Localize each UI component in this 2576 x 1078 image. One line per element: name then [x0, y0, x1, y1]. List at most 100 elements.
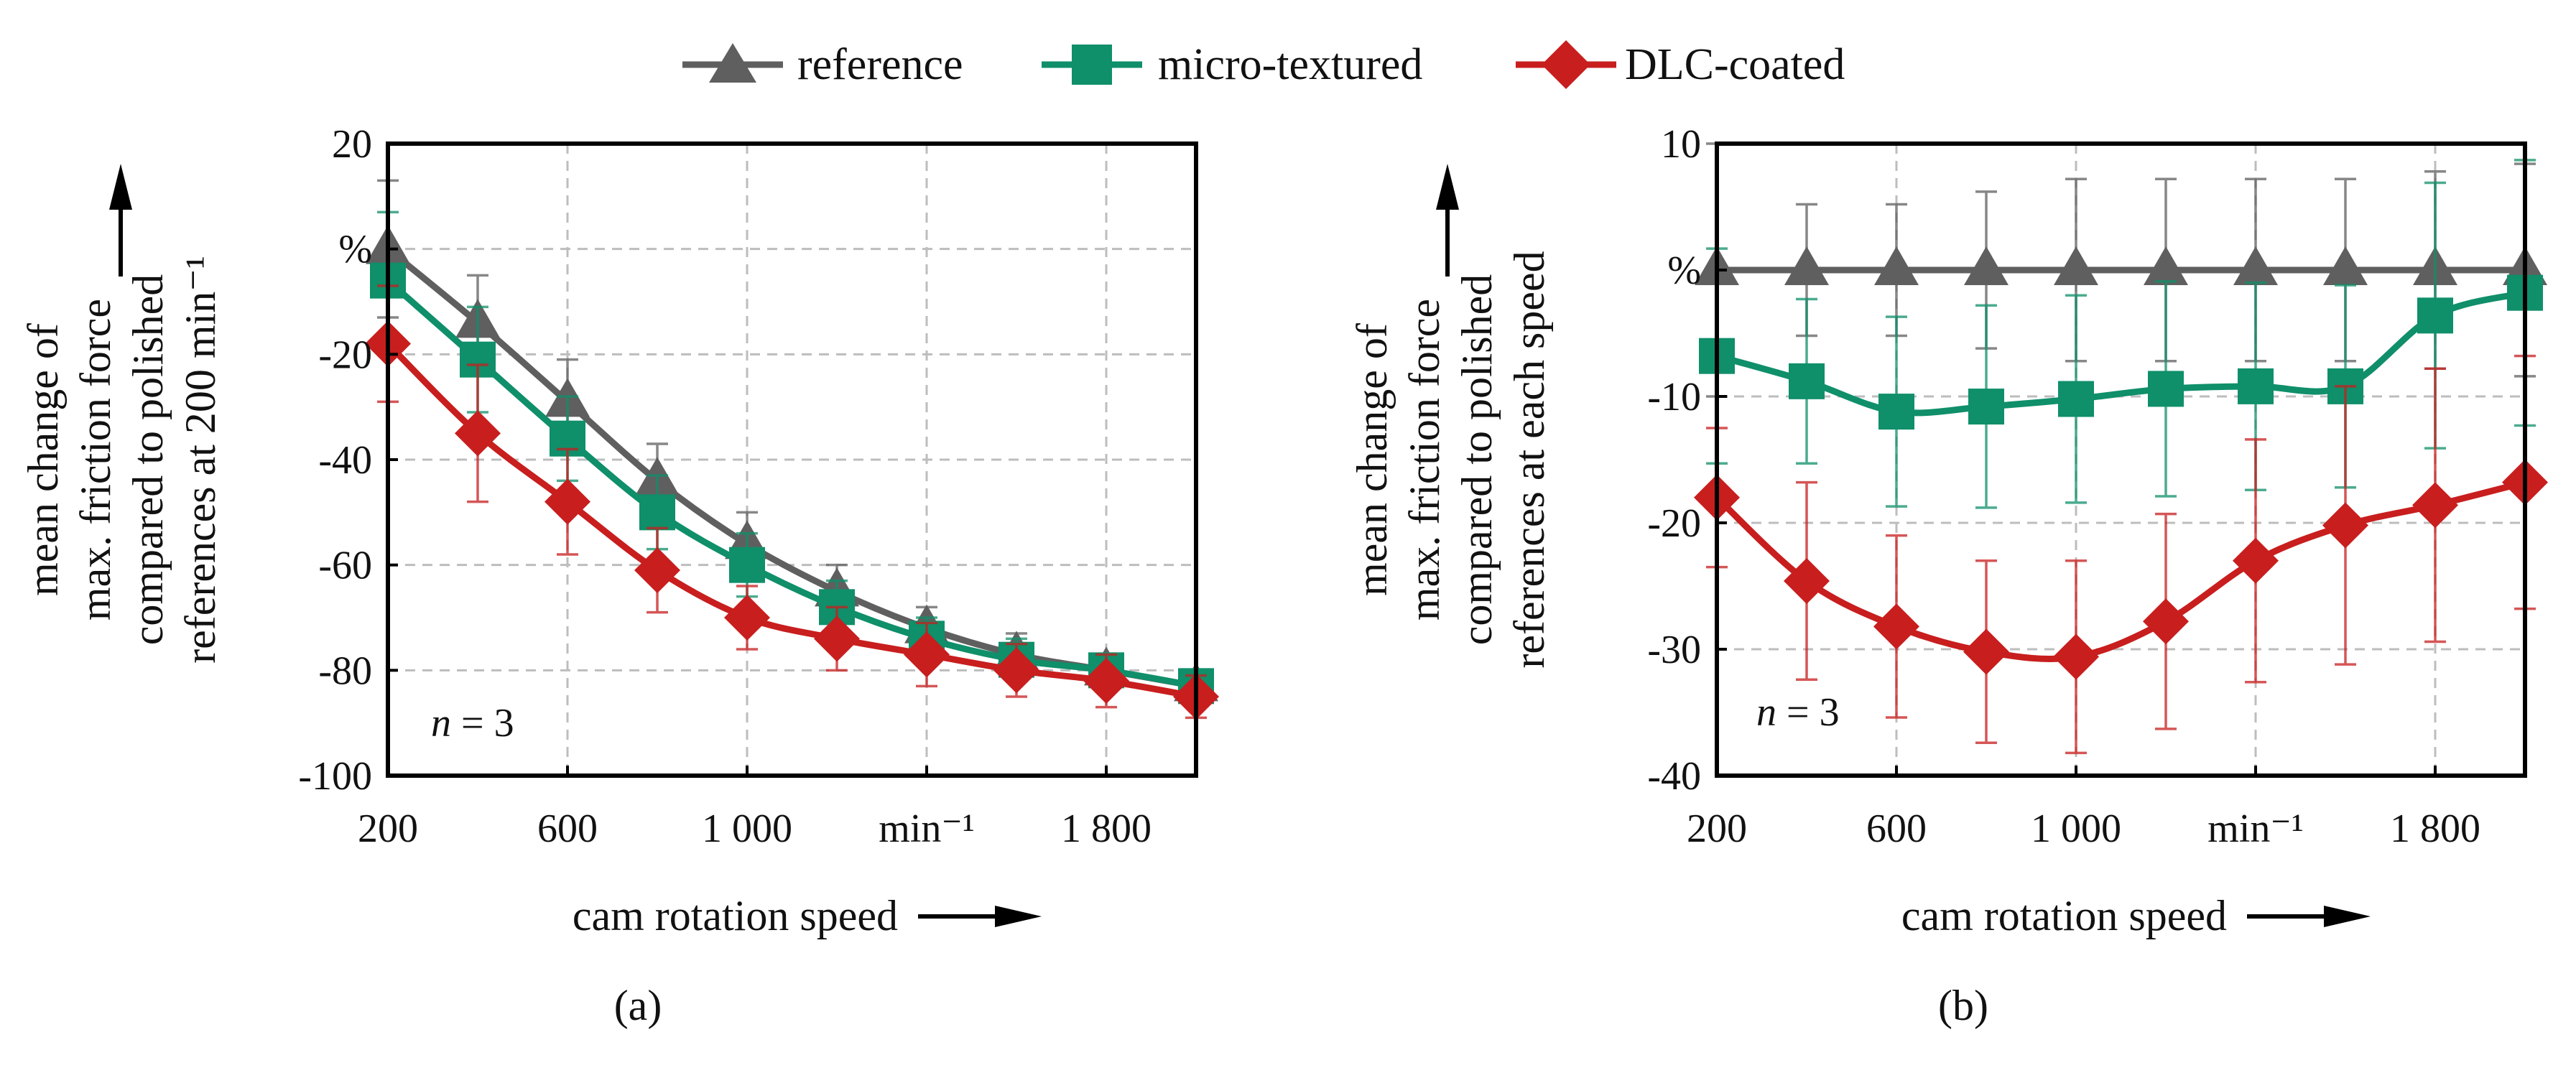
panel-b-label: (b) [1938, 982, 1988, 1029]
panel-a-x-tick-label: 1 800 [1061, 807, 1152, 851]
panel-b-series-reference [1695, 142, 2547, 398]
panel-b-ylabel-line-4: references at each speed [1506, 251, 1553, 668]
legend-label-dlc-coated: DLC-coated [1625, 40, 1845, 89]
panel-a-y-tick-label: -40 [318, 438, 372, 483]
panel-a-ylabel-line-3: compared to polished [124, 274, 172, 646]
panel-b-x-tick-label: 200 [1687, 807, 1747, 851]
panel-b-sample-size: n = 3 [1756, 690, 1840, 735]
panel-a-y-tick-label: % [338, 228, 372, 272]
panel-a-y-tick-label: -80 [318, 649, 372, 693]
panel-a-point-dlc-coated [455, 410, 501, 457]
panel-b-y-arrow [1436, 164, 1459, 277]
panel-b-point-dlc-coated [1784, 557, 1830, 604]
panel-b-series-dlc-coated [1694, 354, 2548, 755]
legend-label-reference: reference [797, 40, 963, 89]
panel-b-point-reference [2054, 246, 2098, 285]
panel-a-ticks: 20% -20 -40 -60 -80 -100 200 600 1 000 min⁻¹ 1 800 [298, 122, 1152, 851]
panel-b-point-micro-textured [2417, 297, 2453, 334]
panel-b-x-tick-label: 600 [1866, 807, 1927, 851]
panel-b-point-reference [1784, 246, 1829, 285]
panel-b-x-tick-label: 1 800 [2390, 807, 2480, 851]
panel-a-x-arrow [918, 906, 1042, 927]
panel-b-point-dlc-coated [1963, 628, 2009, 675]
panel-b-point-dlc-coated [2233, 537, 2279, 584]
panel-b-y-tick-label: 10 [1661, 122, 1701, 167]
panel-a-line-dlc-coated [385, 341, 1197, 700]
panel-b-chart: 10% -10 -20 -30 -40 200 600 1 000 min⁻¹ 1 800 mea… [1348, 122, 2548, 1029]
panel-b-y-axis-title: mean change of max. friction force compa… [1348, 251, 1553, 668]
panel-a-point-dlc-coated [993, 647, 1039, 694]
panel-b-series-micro-textured [1699, 159, 2543, 509]
panel-b-point-dlc-coated [2412, 482, 2458, 529]
panel-a-ylabel-line-2: max. friction force [72, 299, 119, 621]
panel-b-point-reference [1874, 246, 1919, 285]
panel-b-frame [1715, 141, 2527, 778]
legend-marker-micro-textured [1072, 45, 1112, 85]
panel-b-point-reference [2233, 246, 2278, 285]
panel-b-point-micro-textured [2238, 368, 2274, 404]
panel-a-sample-size: n = 3 [431, 701, 514, 745]
panel-b-point-micro-textured [2058, 381, 2094, 417]
panel-b-series [1694, 142, 2548, 755]
panel-b-y-tick-label: -40 [1647, 754, 1701, 799]
panel-a-line-reference [386, 246, 1197, 689]
panel-a-line-micro-textured [386, 278, 1197, 689]
panel-a-point-dlc-coated [724, 595, 770, 641]
panel-a-y-tick-label: -20 [318, 333, 372, 377]
panel-b-ylabel-line-2: max. friction force [1401, 299, 1448, 621]
panel-a-point-micro-textured [729, 547, 765, 583]
panel-a-ylabel-line-1: mean change of [19, 323, 67, 596]
panel-a-y-tick-label: -100 [298, 754, 372, 799]
panel-b-point-dlc-coated [1873, 603, 1919, 650]
panel-a-x-tick-label: min⁻¹ [879, 807, 974, 851]
panel-a-point-dlc-coated [545, 478, 590, 525]
panel-a-chart: 20% -20 -40 -60 -80 -100 200 600 1 000 min⁻¹ 1 800… [19, 122, 1219, 1029]
panel-b-x-axis-title: cam rotation speed [1901, 892, 2227, 939]
panel-a-x-tick-label: 1 000 [702, 807, 792, 851]
panel-a-point-dlc-coated [814, 615, 860, 662]
panel-b-line-micro-textured [1715, 289, 2526, 417]
legend-label-micro-textured: micro-textured [1158, 40, 1422, 89]
panel-a-series-reference [366, 179, 1218, 704]
panel-a-label: (a) [614, 982, 662, 1029]
panel-b-point-micro-textured [1789, 363, 1825, 399]
panel-b-point-micro-textured [1878, 394, 1914, 430]
legend-marker-dlc-coated [1542, 40, 1590, 89]
panel-a-x-tick-label: 200 [358, 807, 418, 851]
panel-b-ticks: 10% -10 -20 -30 -40 200 600 1 000 min⁻¹ 1 800 [1647, 122, 2480, 851]
legend-item-reference: reference [682, 40, 963, 89]
panel-a-series [365, 179, 1219, 720]
panel-a-y-tick-label: 20 [332, 122, 372, 167]
legend: reference micro-textured DLC-coated [682, 40, 1845, 89]
panel-a-y-arrow [109, 164, 132, 277]
panel-b-point-reference [2144, 246, 2188, 285]
panel-b-y-tick-label: -30 [1647, 628, 1701, 672]
panel-a-x-axis-title: cam rotation speed [573, 892, 898, 939]
panel-b-x-arrow [2247, 906, 2371, 927]
panel-b-point-reference [2323, 246, 2368, 285]
panel-a-y-tick-label: -60 [318, 544, 372, 588]
panel-b-ylabel-line-1: mean change of [1348, 323, 1396, 596]
panel-a-point-dlc-coated [1083, 658, 1129, 704]
panel-b-line-dlc-coated [1714, 479, 2526, 662]
legend-marker-reference [709, 43, 756, 83]
panel-a-point-dlc-coated [904, 631, 950, 678]
panel-a-y-axis-title: mean change of max. friction force compa… [19, 256, 224, 664]
panel-a-x-tick-label: 600 [537, 807, 598, 851]
panel-b-point-micro-textured [2148, 371, 2184, 407]
panel-b-x-tick-label: min⁻¹ [2207, 807, 2303, 851]
panel-b-y-tick-label: % [1667, 248, 1701, 293]
panel-a-ylabel-line-4: references at 200 min⁻¹ [177, 256, 224, 664]
panel-b-y-tick-label: -20 [1647, 501, 1701, 546]
legend-item-dlc-coated: DLC-coated [1516, 40, 1845, 89]
panel-b-point-dlc-coated [2143, 598, 2189, 645]
panel-a-point-dlc-coated [634, 547, 680, 593]
panel-b-point-dlc-coated [2053, 633, 2099, 680]
panel-b-x-tick-label: 1 000 [2031, 807, 2121, 851]
panel-b-ylabel-line-3: compared to polished [1453, 274, 1501, 646]
panel-b-point-dlc-coated [2322, 502, 2368, 549]
panel-b-point-reference [1964, 246, 2009, 285]
legend-item-micro-textured: micro-textured [1042, 40, 1422, 89]
panel-b-point-micro-textured [1968, 389, 2004, 425]
